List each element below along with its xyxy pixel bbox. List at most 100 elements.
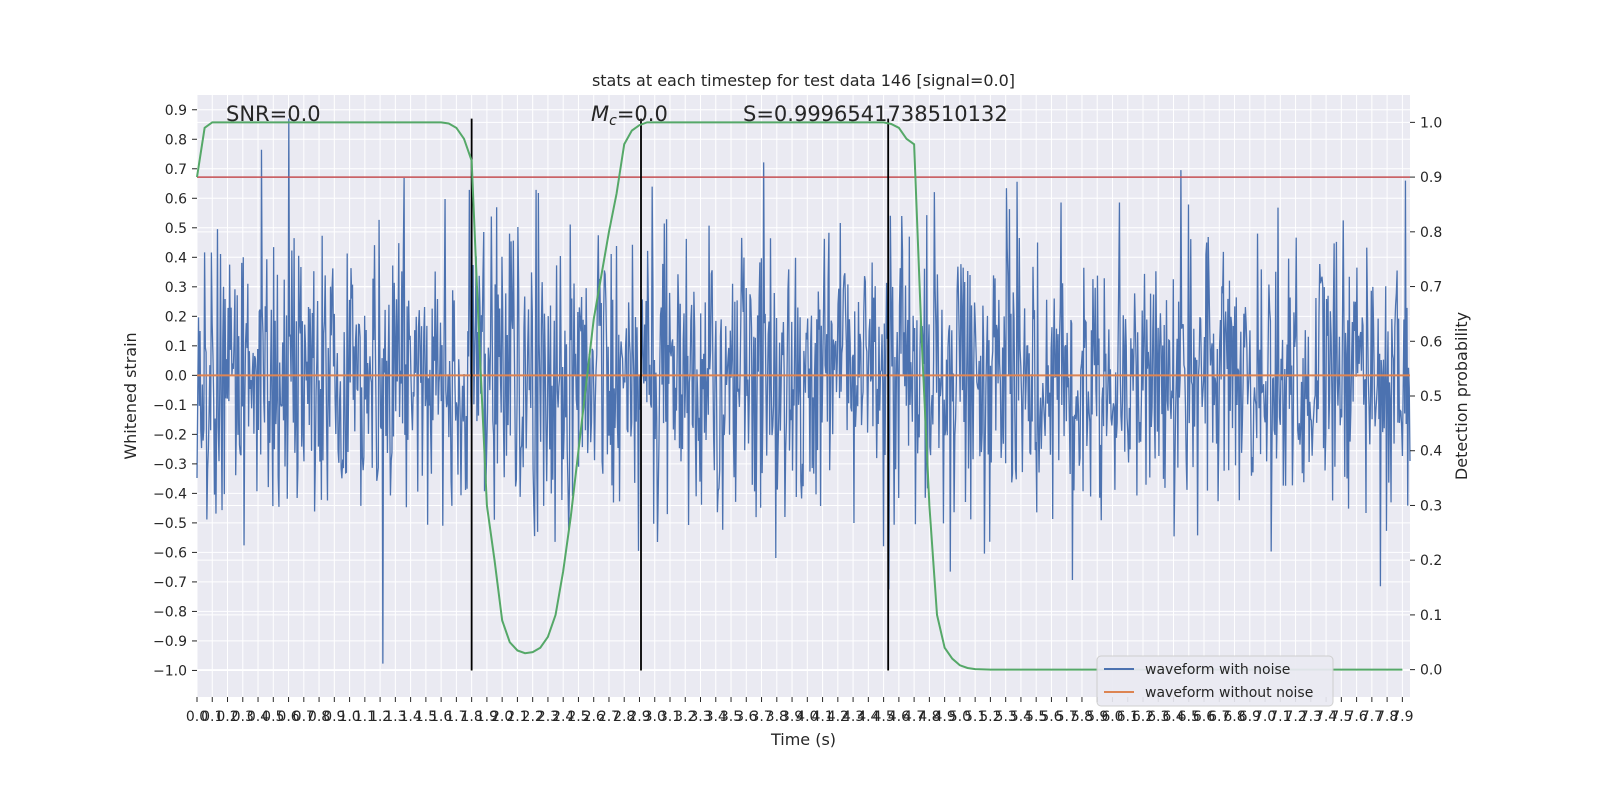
x-tick-label: 4.7 — [903, 709, 925, 725]
annotation-mc-subscript: c — [609, 113, 617, 129]
x-tick-label: 1.7 — [445, 709, 467, 725]
x-tick-label: 4.1 — [811, 709, 833, 725]
series-waveform-with-noise — [196, 118, 1411, 664]
annotation-mc: Mc=0.0 — [591, 102, 668, 129]
x-tick-label: 0.6 — [277, 709, 299, 725]
x-tick-label: 1.1 — [354, 709, 376, 725]
y2-tick-label: 0.4 — [1420, 444, 1442, 460]
x-tick-label: 6.4 — [1162, 709, 1184, 725]
x-tick-label: 6.2 — [1132, 709, 1154, 725]
x-tick-label: 6.8 — [1223, 709, 1245, 725]
y2-tick-label: 0.6 — [1420, 334, 1442, 350]
x-tick-label: 4.4 — [857, 709, 879, 725]
x-tick-label: 7.6 — [1345, 709, 1367, 725]
y-tick-label: 0.2 — [165, 309, 187, 325]
x-tick-label: 1.0 — [338, 709, 360, 725]
x-tick-label: 7.0 — [1254, 709, 1276, 725]
y2-tick-label: 0.7 — [1420, 280, 1442, 296]
x-tick-label: 0.0 — [186, 709, 208, 725]
x-tick-label: 1.8 — [461, 709, 483, 725]
x-tick-label: 3.5 — [720, 709, 742, 725]
x-tick-label: 5.1 — [964, 709, 986, 725]
x-tick-label: 4.5 — [872, 709, 894, 725]
x-tick-label: 7.2 — [1284, 709, 1306, 725]
series-detection-probability — [196, 121, 1403, 671]
y-tick-label: 0.3 — [165, 280, 187, 296]
y-axis-right: 1.0 0.9 0.8 0.7 0.6 0.5 0.4 0.3 0.2 0.1 0.0 — [1410, 115, 1442, 679]
y2-tick-label: 0.5 — [1420, 389, 1442, 405]
x-tick-label: 1.6 — [430, 709, 452, 725]
x-tick-label: 5.0 — [949, 709, 971, 725]
y-tick-label: 0.8 — [165, 132, 187, 148]
x-tick-label: 4.2 — [827, 709, 849, 725]
x-tick-label: 6.5 — [1178, 709, 1200, 725]
x-tick-label: 5.4 — [1010, 709, 1032, 725]
x-axis-label: Time (s) — [770, 730, 836, 749]
legend: waveform with noise waveform without nois… — [1096, 655, 1334, 707]
x-tick-label: 2.7 — [598, 709, 620, 725]
x-tick-label: 5.7 — [1056, 709, 1078, 725]
x-tick-label: 0.3 — [232, 709, 254, 725]
x-tick-label: 4.3 — [842, 709, 864, 725]
x-tick-label: 1.2 — [369, 709, 391, 725]
y2-tick-label: 0.8 — [1420, 225, 1442, 241]
legend-entry-label: waveform with noise — [1145, 662, 1290, 678]
annotation-mc-value: =0.0 — [617, 102, 668, 126]
x-tick-label: 0.8 — [308, 709, 330, 725]
x-tick-label: 5.9 — [1086, 709, 1108, 725]
legend-box — [1096, 655, 1334, 707]
annotation-snr: SNR=0.0 — [226, 102, 321, 126]
x-tick-label: 2.8 — [613, 709, 635, 725]
x-tick-label: 3.8 — [766, 709, 788, 725]
x-tick-label: 0.5 — [262, 709, 284, 725]
x-tick-label: 5.8 — [1071, 709, 1093, 725]
x-tick-label: 4.0 — [796, 709, 818, 725]
x-tick-label: 3.3 — [689, 709, 711, 725]
y2-axis-label: Detection probability — [1452, 312, 1471, 480]
x-tick-label: 7.9 — [1391, 709, 1413, 725]
x-tick-label: 2.5 — [567, 709, 589, 725]
y-tick-label: 0.1 — [165, 339, 187, 355]
noise-line — [196, 118, 1411, 664]
x-tick-label: 2.0 — [491, 709, 513, 725]
x-tick-label: 3.4 — [705, 709, 727, 725]
annotation-s: S=0.9996541738510132 — [743, 102, 1008, 126]
y-tick-label: −0.3 — [153, 457, 187, 473]
x-tick-label: 0.1 — [201, 709, 223, 725]
x-tick-label: 6.0 — [1101, 709, 1123, 725]
y2-tick-label: 0.2 — [1420, 553, 1442, 569]
y2-tick-label: 0.3 — [1420, 498, 1442, 514]
x-tick-label: 1.5 — [415, 709, 437, 725]
x-tick-label: 4.8 — [918, 709, 940, 725]
x-tick-label: 7.4 — [1315, 709, 1337, 725]
y2-tick-label: 0.9 — [1420, 170, 1442, 186]
y-tick-label: 0.6 — [165, 191, 187, 207]
overlay — [196, 118, 1410, 671]
x-tick-label: 2.1 — [506, 709, 528, 725]
x-tick-label: 1.3 — [384, 709, 406, 725]
x-tick-label: 3.9 — [781, 709, 803, 725]
y2-tick-label: 0.1 — [1420, 608, 1442, 624]
y-tick-label: −0.2 — [153, 427, 187, 443]
x-tick-label: 7.5 — [1330, 709, 1352, 725]
y-tick-label: −0.4 — [153, 486, 187, 502]
x-tick-label: 3.6 — [735, 709, 757, 725]
y-tick-label: 0.5 — [165, 221, 187, 237]
x-tick-label: 0.4 — [247, 709, 269, 725]
y-tick-label: 0.9 — [165, 103, 187, 119]
legend-entry-label: waveform without noise — [1145, 685, 1313, 701]
x-tick-label: 2.3 — [537, 709, 559, 725]
x-tick-label: 6.6 — [1193, 709, 1215, 725]
x-tick-label: 0.2 — [216, 709, 238, 725]
x-tick-label: 4.9 — [934, 709, 956, 725]
y-tick-label: −0.1 — [153, 398, 187, 414]
x-tick-label: 0.9 — [323, 709, 345, 725]
x-tick-label: 7.1 — [1269, 709, 1291, 725]
x-tick-label: 0.7 — [293, 709, 315, 725]
chart-title: stats at each timestep for test data 146… — [592, 71, 1015, 90]
y-axis-left: 0.9 0.8 0.7 0.6 0.5 0.4 0.3 0.2 0.1 0.0 −0.1 −0.2 −0… — [153, 103, 197, 679]
x-tick-label: 2.6 — [583, 709, 605, 725]
y2-tick-label: 1.0 — [1420, 115, 1442, 131]
y-tick-label: −0.7 — [153, 575, 187, 591]
x-tick-label: 6.7 — [1208, 709, 1230, 725]
